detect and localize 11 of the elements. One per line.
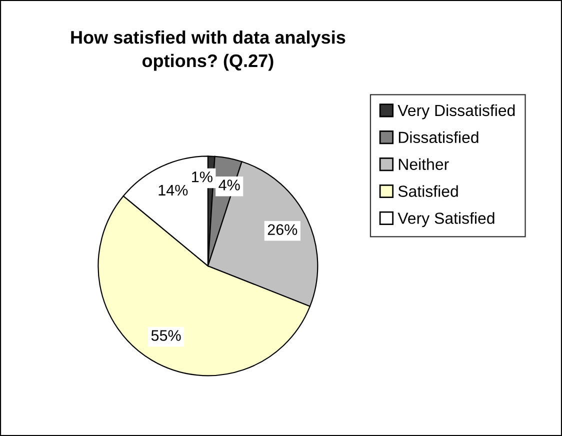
chart-title: How satisfied with data analysis options? (Q.27) [71, 30, 346, 71]
legend-label: Dissatisfied [398, 131, 478, 144]
data-label: 14% [158, 184, 188, 196]
data-label: 26% [268, 224, 298, 236]
legend-label: Very Satisfied [398, 212, 494, 228]
legend-label: Very Dissatisfied [398, 104, 515, 120]
legend-label: Neither [398, 158, 449, 170]
data-label: 4% [218, 180, 240, 190]
legend-label: Satisfied [398, 185, 458, 197]
data-label: 1% [192, 172, 212, 182]
data-label: 55% [151, 330, 181, 341]
